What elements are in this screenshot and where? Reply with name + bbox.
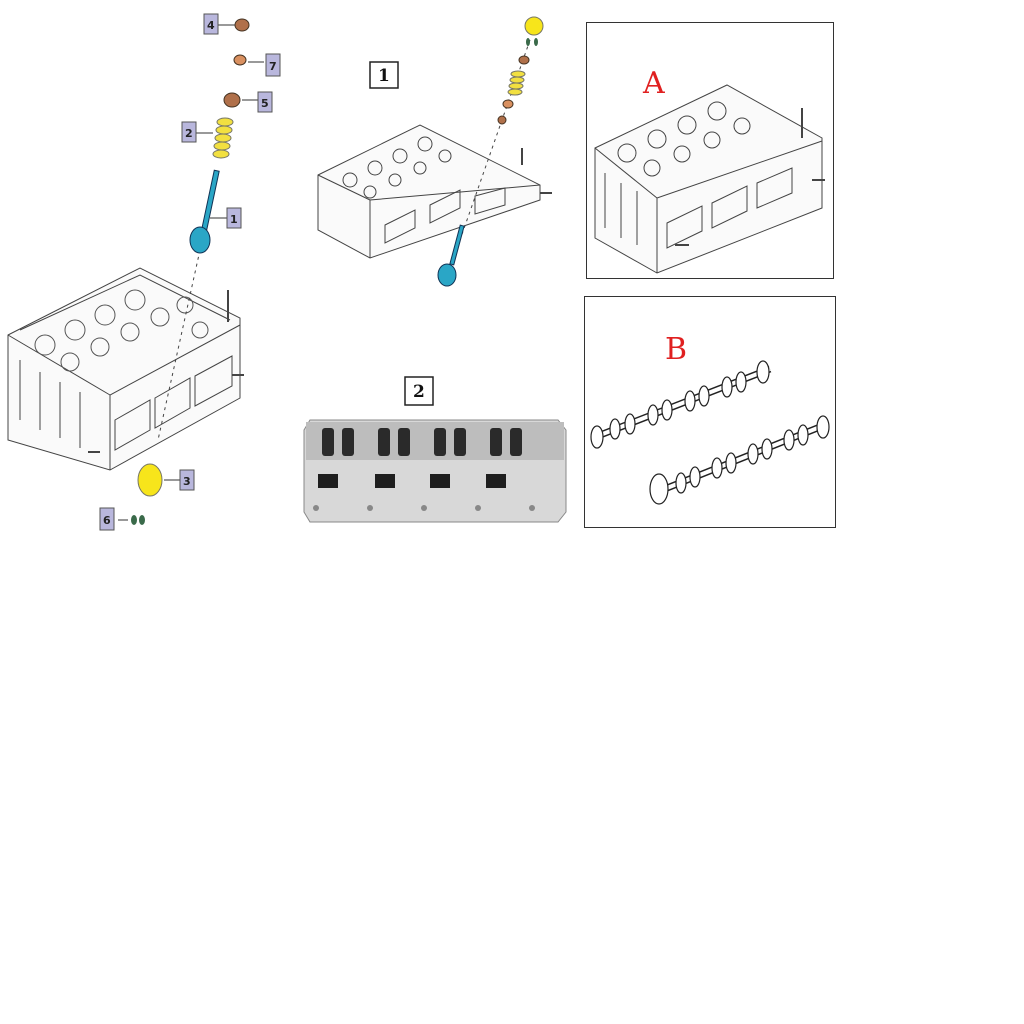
panel-b-drawing: B (590, 332, 830, 505)
svg-text:2: 2 (413, 382, 425, 402)
cylinder-head-drawing-a (594, 84, 825, 274)
svg-text:1: 1 (230, 213, 238, 226)
label-box-2: 2 (404, 376, 434, 406)
svg-text:6: 6 (103, 514, 111, 527)
callout-6: 6 (99, 507, 115, 531)
svg-text:7: 7 (269, 60, 277, 73)
callout-2: 2 (181, 121, 197, 143)
aluminum-head-photo (303, 419, 567, 523)
panel-b: B (584, 296, 836, 528)
label-box-1: 1 (369, 61, 399, 89)
svg-text:2: 2 (185, 127, 193, 140)
callout-leaders (118, 24, 264, 521)
panel-a: A (586, 22, 834, 279)
callout-3: 3 (179, 469, 195, 491)
callout-4: 4 (203, 13, 219, 35)
camshaft-upper (590, 360, 772, 449)
exploded-valve-drawing: 1 2 3 4 5 6 7 (7, 13, 281, 531)
panel-a-drawing: A (594, 66, 825, 274)
callout-7: 7 (265, 53, 281, 77)
cylinder-head-sketch (317, 39, 552, 259)
camshaft-lower (649, 415, 830, 505)
panel-b-label: B (665, 332, 687, 367)
svg-text:1: 1 (378, 66, 390, 86)
middle-panel: 1 (290, 0, 580, 548)
callout-1: 1 (226, 207, 242, 229)
valve-parts (131, 18, 250, 525)
panel-a-label: A (642, 66, 665, 101)
svg-text:5: 5 (261, 97, 269, 110)
middle-valve-parts (437, 16, 544, 287)
svg-text:3: 3 (183, 475, 191, 488)
exploded-valve-diagram: 1 2 3 4 5 6 7 (0, 0, 290, 548)
callout-5: 5 (257, 91, 273, 113)
cylinder-head-drawing (7, 249, 244, 471)
middle-panel-drawing: 1 (303, 16, 567, 523)
svg-text:4: 4 (207, 19, 215, 32)
